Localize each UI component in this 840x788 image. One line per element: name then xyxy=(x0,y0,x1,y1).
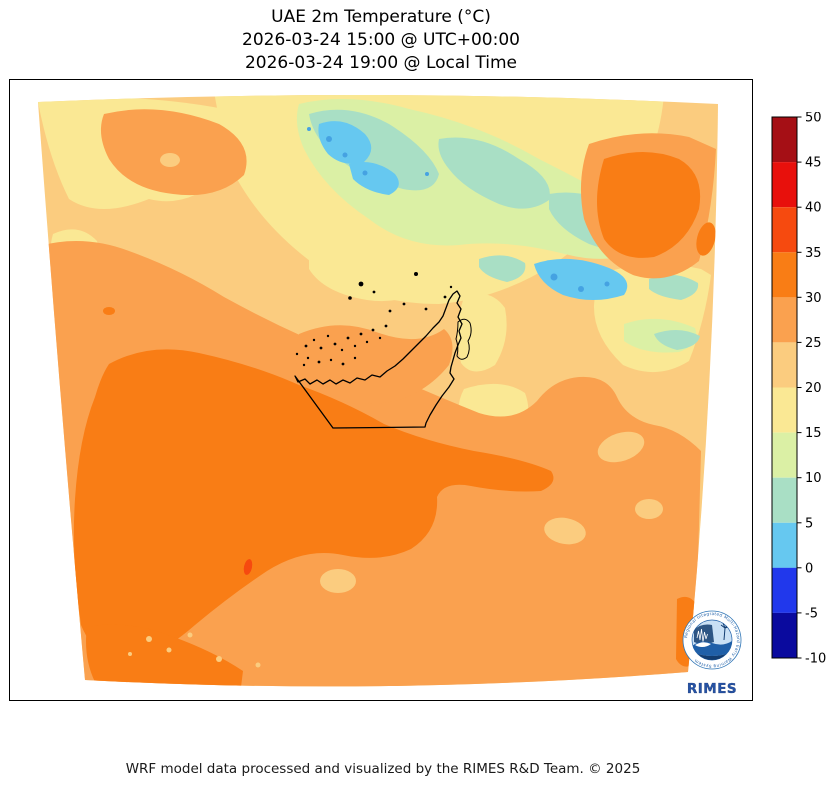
colorbar-bands xyxy=(772,117,797,658)
cb-band-30-35 xyxy=(772,252,797,298)
temp-region-5-10-b xyxy=(438,137,550,209)
cb-label-30: 30 xyxy=(805,291,822,306)
plot-title: UAE 2m Temperature (°C) xyxy=(271,7,491,27)
cb-band-5-10 xyxy=(772,477,797,523)
cb-band-15-20 xyxy=(772,387,797,433)
temp-region-5-10-d xyxy=(649,274,699,300)
temperature-map xyxy=(38,94,718,687)
colorbar-tick-marks xyxy=(797,116,802,659)
cb-band-0-5 xyxy=(772,522,797,568)
cb-band-25-30 xyxy=(772,297,797,343)
logo-wave-crest xyxy=(695,642,711,647)
temp-region-30-35-leftspeck-b xyxy=(40,351,50,359)
uae-island-dots xyxy=(295,272,453,367)
temp-region-25-30-topleft xyxy=(100,109,247,196)
cb-label-20: 20 xyxy=(805,381,822,396)
temp-region-20-25-inclusions xyxy=(128,153,663,668)
cb-label-25: 25 xyxy=(805,336,822,351)
title-block: UAE 2m Temperature (°C) 2026-03-24 15:00… xyxy=(0,6,762,75)
temp-region-15-20-centerleft xyxy=(309,225,442,302)
uae-east-enclave-outline xyxy=(455,318,472,360)
cb-label-0: 0 xyxy=(805,561,813,576)
valid-time-utc: 2026-03-24 15:00 @ UTC+00:00 xyxy=(242,30,520,50)
logo-seismogram xyxy=(696,628,708,643)
temp-region-30-35-main xyxy=(73,349,554,665)
cb-label-n5: -5 xyxy=(805,606,818,621)
cb-label-35: 35 xyxy=(805,246,822,261)
temp-region-15-20-east-uae-a xyxy=(457,293,507,372)
cb-label-15: 15 xyxy=(805,426,822,441)
cb-band-45-50 xyxy=(772,117,797,163)
temp-region-30-35-corner xyxy=(86,624,243,687)
temp-region-30-35-leftspeck-a xyxy=(103,307,115,315)
colorbar-tick-labels: 50 45 40 35 30 25 20 15 10 5 0 -5 -10 xyxy=(805,112,826,667)
cb-label-10: 10 xyxy=(805,471,822,486)
cb-band-20-25 xyxy=(772,342,797,388)
cb-label-50: 50 xyxy=(805,112,822,126)
cb-band-10-15 xyxy=(772,432,797,478)
temp-region-0-5-c xyxy=(534,258,628,300)
logo-wave-deep xyxy=(692,652,732,660)
cb-label-5: 5 xyxy=(805,516,813,531)
cb-label-n10: -10 xyxy=(805,652,826,667)
logo-label: RIMES xyxy=(687,681,737,697)
temp-region-5-10-f xyxy=(479,255,526,282)
rimes-logo: Regional Integrated Multi-Hazard Early W… xyxy=(682,610,742,697)
cb-label-45: 45 xyxy=(805,156,822,171)
valid-time-local: 2026-03-24 19:00 @ Local Time xyxy=(244,53,518,73)
temp-region-30-35-rightedge-a xyxy=(696,222,716,256)
uae-coastline xyxy=(294,290,472,429)
temp-region-25-30-uae-band xyxy=(294,325,453,404)
cb-band-35-40 xyxy=(772,207,797,253)
cb-band-n10-n5 xyxy=(772,612,797,658)
temp-region-35-40-spot xyxy=(243,559,253,575)
temp-region-0-5-a xyxy=(318,121,372,164)
cb-band-40-45 xyxy=(772,162,797,208)
colorbar: 50 45 40 35 30 25 20 15 10 5 0 -5 -10 xyxy=(771,112,826,667)
cb-band-n5-0 xyxy=(772,567,797,613)
footer-credit: WRF model data processed and visualized … xyxy=(125,761,641,777)
temp-region-5-10-e xyxy=(654,329,700,350)
temp-region-30-35-topright xyxy=(597,152,701,258)
cb-label-40: 40 xyxy=(805,201,822,216)
temp-region-0-5-b xyxy=(349,161,399,195)
